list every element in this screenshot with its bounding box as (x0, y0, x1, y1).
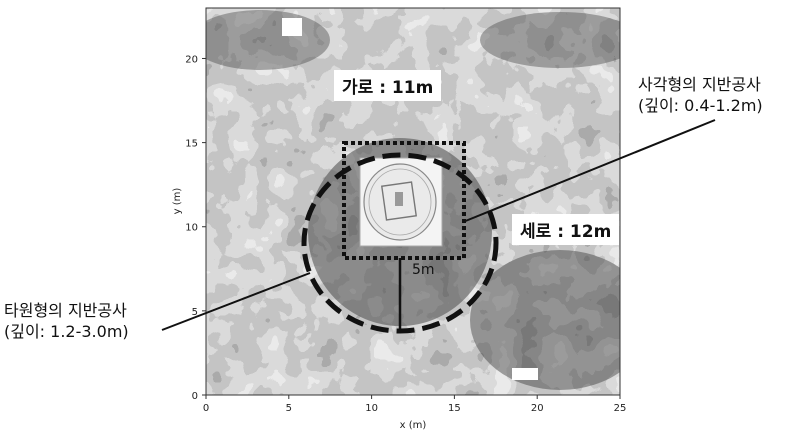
y-tick-label: 15 (185, 139, 198, 150)
x-tick-label: 5 (286, 403, 292, 414)
y-axis-label: y (m) (172, 188, 183, 215)
rect-callout-arrow (462, 119, 716, 223)
y-ticks: 0 5 10 15 20 (185, 54, 206, 402)
ellipse-callout: 타원형의 지반공사 (깊이: 1.2-3.0m) (4, 300, 129, 342)
center-inset-image (359, 157, 443, 247)
x-tick-label: 0 (203, 403, 209, 414)
width-label: 가로 : 11m (334, 70, 442, 101)
height-label: 세로 : 12m (512, 214, 620, 245)
y-tick-label: 5 (192, 307, 198, 318)
rect-callout-line-1: 사각형의 지반공사 (638, 75, 761, 94)
ellipse-excavation-outline (301, 152, 499, 334)
plot-frame (205, 7, 621, 396)
y-tick-label: 0 (192, 391, 198, 402)
ellipse-callout-arrow (161, 272, 311, 331)
ellipse-callout-line-2: (깊이: 1.2-3.0m) (4, 322, 129, 341)
x-tick-label: 20 (531, 403, 544, 414)
radius-label: 5m (412, 262, 435, 278)
rect-callout: 사각형의 지반공사 (깊이: 0.4-1.2m) (638, 74, 763, 116)
y-tick-label: 20 (185, 54, 198, 65)
y-tick-label: 10 (185, 223, 198, 234)
x-ticks: 0 5 10 15 20 25 (203, 395, 627, 414)
x-axis-label: x (m) (400, 420, 427, 431)
x-tick-label: 10 (365, 403, 378, 414)
rectangle-excavation-outline (342, 141, 466, 260)
x-tick-label: 15 (448, 403, 461, 414)
ellipse-callout-line-1: 타원형의 지반공사 (4, 301, 127, 320)
rect-callout-line-2: (깊이: 0.4-1.2m) (638, 96, 763, 115)
x-tick-label: 25 (614, 403, 627, 414)
